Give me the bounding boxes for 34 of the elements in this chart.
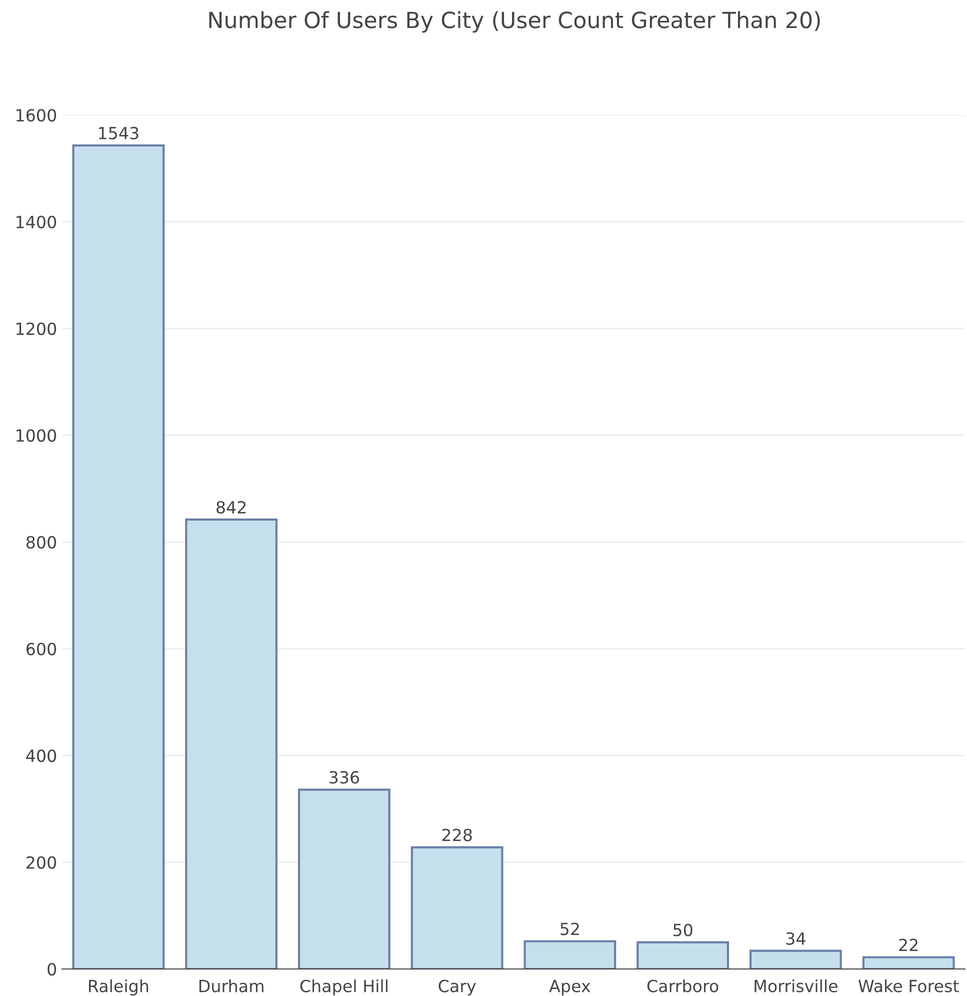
y-tick-label: 0 [48,962,56,976]
x-tick-label: Apex [549,980,590,996]
x-tick-label: Cary [438,980,476,996]
x-tick-label: Morrisville [754,979,838,992]
x-tick-label: Durham [199,979,264,992]
x-tick-label: Carrboro [647,979,718,992]
bar [862,956,955,969]
bar [524,940,616,969]
y-tick-label: 1600 [16,108,56,122]
chart-title: Number Of Users By City (User Count Greater Than 20) [209,11,820,33]
data-label: 228 [442,828,472,842]
x-tick-label: Wake Forest [858,979,959,992]
y-tick-label: 200 [26,856,56,869]
y-tick-label: 1000 [16,429,56,442]
y-tick-label: 1200 [16,322,56,336]
data-label: 336 [330,771,360,784]
data-label: 52 [560,922,579,936]
x-tick-label: Chapel Hill [300,979,388,996]
data-label: 1543 [99,126,138,140]
data-label: 22 [899,938,918,952]
data-label: 50 [673,924,692,936]
y-tick-label: 800 [26,536,56,549]
y-tick-label: 600 [26,642,56,656]
bar [298,788,390,969]
data-label: 842 [216,500,246,514]
bar [749,950,842,969]
y-tick-label: 400 [26,749,56,762]
bar [185,518,278,969]
bar [636,941,730,969]
x-tick-label: Raleigh [89,979,148,996]
bar [410,846,504,969]
data-label: 34 [786,932,806,945]
bar [72,144,165,969]
y-tick-label: 1400 [16,216,56,228]
